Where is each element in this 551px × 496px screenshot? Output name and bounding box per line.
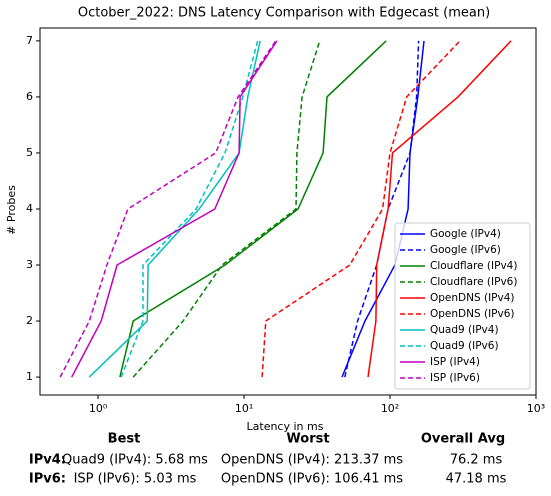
y-tick-label: 5 [26, 146, 33, 159]
x-tick-label: 10¹ [235, 402, 253, 415]
legend-label: ISP (IPv4) [430, 356, 480, 368]
series-line [132, 40, 321, 378]
legend-label: ISP (IPv6) [430, 372, 480, 384]
table-cell: OpenDNS (IPv6): 106.41 ms [221, 472, 403, 487]
table-header: Worst [286, 432, 329, 447]
chart-title: October_2022: DNS Latency Comparison wit… [78, 6, 490, 21]
y-tick-label: 4 [26, 202, 33, 215]
legend-label: Google (IPv6) [430, 244, 501, 256]
series-line [71, 40, 278, 378]
legend-label: Cloudflare (IPv6) [430, 276, 517, 288]
series-line [88, 40, 261, 378]
y-tick-label: 7 [26, 34, 33, 47]
y-tick-label: 1 [26, 370, 33, 383]
plot-frame [39, 27, 537, 396]
table-cell: ISP (IPv6): 5.03 ms [74, 472, 197, 487]
series-line [341, 40, 425, 378]
table-cell: OpenDNS (IPv4): 213.37 ms [221, 453, 403, 468]
series-line [367, 40, 512, 378]
x-tick-label: 10² [381, 402, 399, 415]
table-cell: Quad9 (IPv4): 5.68 ms [62, 453, 208, 468]
series-line [261, 40, 461, 378]
table-header: Best [108, 432, 141, 447]
legend-label: Quad9 (IPv6) [430, 340, 499, 352]
y-tick-label: 2 [26, 314, 33, 327]
x-tick-label: 10⁰ [89, 402, 108, 415]
legend-label: Google (IPv4) [430, 228, 501, 240]
legend-box [394, 222, 531, 390]
series-line [344, 40, 420, 378]
table-cell: 76.2 ms [450, 453, 503, 468]
row-label: IPv4: [29, 453, 66, 468]
x-tick-label: 10³ [527, 402, 545, 415]
series-line [59, 40, 277, 378]
legend-label: OpenDNS (IPv6) [430, 308, 515, 320]
legend-label: OpenDNS (IPv4) [430, 292, 515, 304]
legend-label: Quad9 (IPv4) [430, 324, 499, 336]
table-cell: 47.18 ms [446, 472, 507, 487]
series-line [119, 40, 387, 378]
row-label: IPv6: [29, 472, 66, 487]
y-tick-label: 6 [26, 90, 33, 103]
y-axis-label: # Probes [5, 185, 18, 235]
table-header: Overall Avg [421, 432, 505, 447]
legend-label: Cloudflare (IPv4) [430, 260, 517, 272]
series-line [120, 40, 259, 378]
x-axis-label: Latency in ms [247, 420, 324, 433]
y-tick-label: 3 [26, 258, 33, 271]
